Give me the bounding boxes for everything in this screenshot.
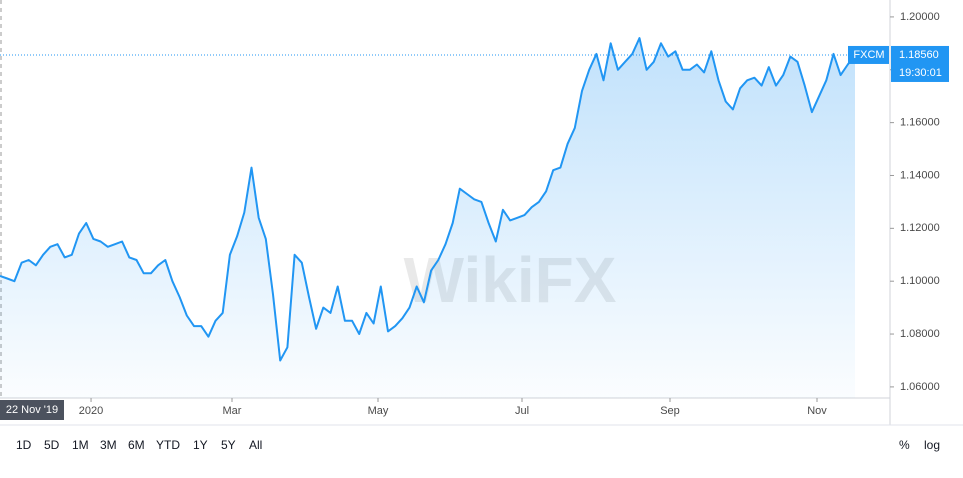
y-tick-label: 1.08000	[900, 328, 940, 340]
area	[0, 38, 856, 398]
last-price-label: 1.18560	[899, 49, 939, 61]
range-button[interactable]: 5D	[44, 438, 60, 452]
range-button[interactable]: 1M	[72, 438, 89, 452]
range-button[interactable]: 5Y	[221, 438, 236, 452]
range-button[interactable]: All	[249, 438, 262, 452]
y-tick-label: 1.10000	[900, 275, 940, 287]
range-button[interactable]: 1D	[16, 438, 32, 452]
range-button[interactable]: YTD	[156, 438, 180, 452]
x-tick-label: 2020	[79, 405, 103, 417]
y-tick-label: 1.16000	[900, 117, 940, 129]
toolbar: 1D 5D 1M 3M 6M YTD 1Y 5Y All% log	[16, 438, 940, 452]
x-tick-label: May	[368, 405, 389, 417]
y-tick-label: 1.06000	[900, 381, 940, 393]
x-tick-label: Mar	[223, 405, 242, 417]
range-button[interactable]: 1Y	[193, 438, 208, 452]
log-button[interactable]: log	[924, 438, 940, 452]
series-tag-bg	[848, 45, 889, 64]
x-tick-label: Nov	[807, 405, 827, 417]
series-tag: FXCM	[853, 49, 884, 61]
price-line	[0, 37, 856, 362]
percent-button[interactable]: %	[899, 438, 910, 452]
range-button[interactable]: 3M	[100, 438, 117, 452]
x-tick-label: Jul	[515, 405, 529, 417]
y-tick-label: 1.14000	[900, 169, 940, 181]
last-price-bg	[891, 45, 949, 82]
start-label-bg	[0, 400, 64, 420]
y-tick-label: 1.20000	[900, 11, 940, 23]
range-button[interactable]: 6M	[128, 438, 145, 452]
start-label: 22 Nov '19	[6, 404, 58, 416]
time-label: 19:30:01	[899, 67, 942, 79]
x-tick-label: Sep	[660, 405, 680, 417]
y-tick-label: 1.12000	[900, 222, 940, 234]
